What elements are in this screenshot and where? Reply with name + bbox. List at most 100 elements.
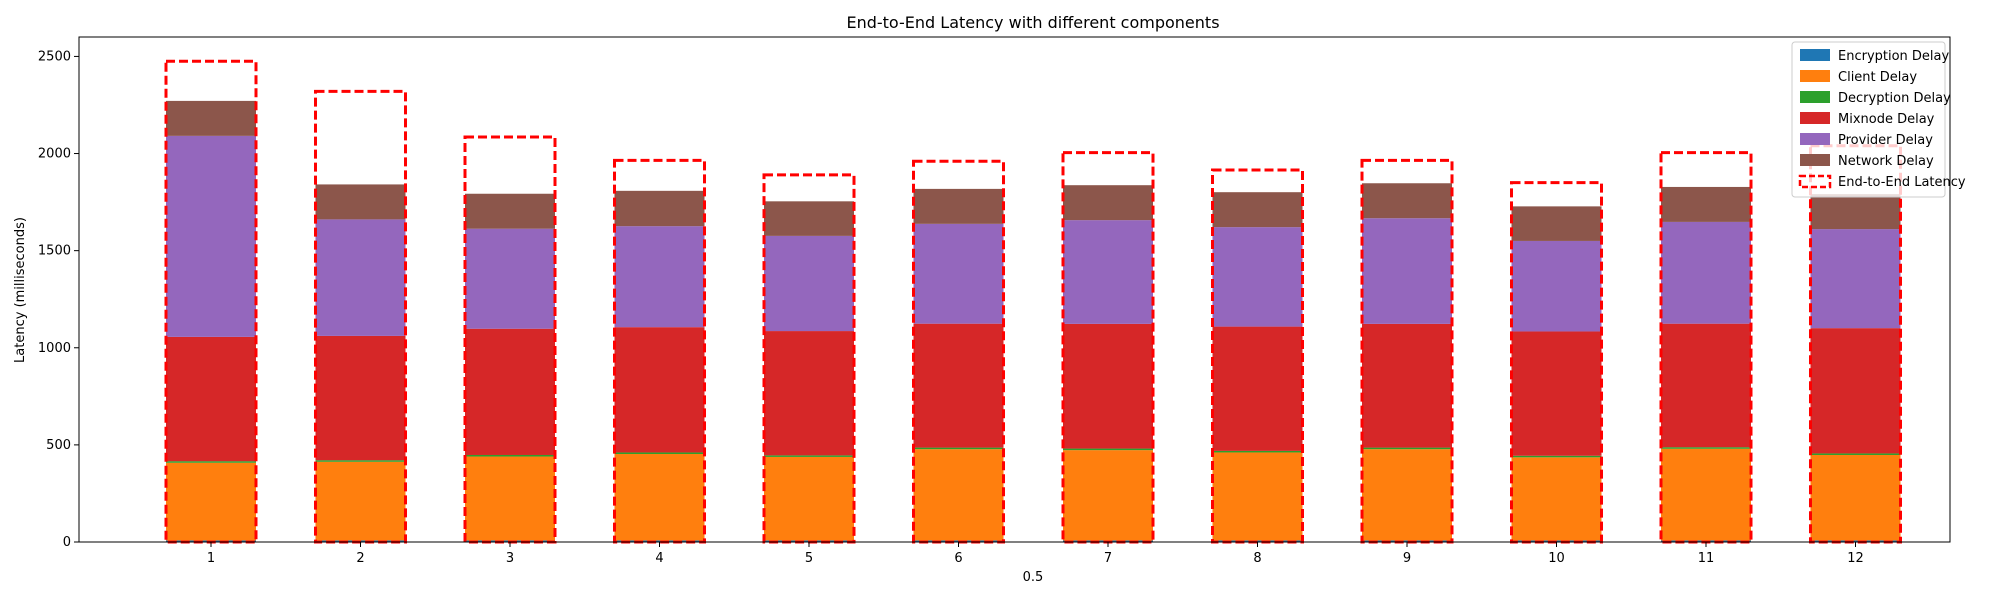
bar-segment-5-cat-4 [614, 226, 705, 328]
bar-segment-6-cat-6 [913, 188, 1004, 224]
bar-segment-4-cat-8 [1212, 326, 1303, 451]
bar-segment-5-cat-12 [1810, 229, 1901, 329]
x-tick-label: 8 [1253, 551, 1261, 566]
bar-segment-5-cat-11 [1661, 221, 1751, 324]
bar-segment-5-cat-3 [465, 228, 555, 329]
x-tick-label: 3 [506, 551, 514, 566]
bar-segment-3-cat-12 [1810, 453, 1901, 455]
bar-segment-4-cat-9 [1362, 323, 1452, 448]
x-tick-label: 12 [1847, 551, 1864, 566]
legend-swatch [1800, 154, 1830, 166]
legend-label: Client Delay [1838, 70, 1917, 85]
legend-label: Decryption Delay [1838, 91, 1951, 106]
bar-segment-3-cat-7 [1063, 448, 1153, 451]
bar-segment-6-cat-10 [1511, 206, 1602, 241]
bar-segment-4-cat-7 [1063, 323, 1153, 449]
bar-segment-1-cat-4 [614, 540, 705, 542]
bar-segment-5-cat-10 [1511, 240, 1602, 332]
bar-segment-1-cat-8 [1212, 540, 1303, 542]
bar-segment-6-cat-12 [1810, 194, 1901, 230]
legend-label: End-to-End Latency [1838, 175, 1966, 190]
bar-segment-2-cat-10 [1511, 457, 1602, 541]
bar-segment-3-cat-4 [614, 452, 705, 455]
bar-segment-5-cat-8 [1212, 227, 1303, 327]
legend-label: Provider Delay [1838, 133, 1933, 148]
bar-segment-5-cat-6 [913, 223, 1004, 324]
bar-segment-6-cat-9 [1362, 183, 1452, 219]
bars-layer [166, 100, 1901, 542]
legend-swatch [1800, 49, 1830, 61]
bar-segment-6-cat-11 [1661, 186, 1751, 222]
legend-label: Encryption Delay [1838, 49, 1950, 64]
bar-segment-2-cat-9 [1362, 449, 1452, 541]
bar-segment-2-cat-7 [1063, 450, 1153, 541]
bar-segment-4-cat-5 [764, 331, 854, 456]
bar-segment-4-cat-11 [1661, 323, 1751, 448]
bar-segment-6-cat-1 [166, 100, 256, 136]
bar-segment-3-cat-6 [913, 447, 1004, 450]
x-tick-label: 5 [805, 551, 813, 566]
bar-segment-2-cat-12 [1810, 454, 1901, 541]
bar-segment-5-cat-9 [1362, 218, 1452, 324]
x-tick-label: 1 [207, 551, 215, 566]
x-tick-label: 4 [655, 551, 663, 566]
x-tick-label: 10 [1548, 551, 1565, 566]
x-axis: 1 2 3 4 5 6 7 8 9 10 11 12 [207, 542, 1864, 566]
bar-segment-4-cat-2 [315, 335, 406, 461]
bar-segment-3-cat-3 [465, 454, 555, 457]
legend-swatch [1800, 133, 1830, 145]
legend-swatch [1800, 70, 1830, 82]
bar-segment-5-cat-1 [166, 135, 256, 337]
bar-segment-3-cat-2 [315, 460, 406, 462]
y-tick-label: 1000 [38, 341, 71, 356]
y-tick-label: 1500 [38, 244, 71, 259]
bar-segment-5-cat-2 [315, 219, 406, 336]
bar-segment-5-cat-7 [1063, 220, 1153, 324]
bar-segment-1-cat-9 [1362, 540, 1452, 542]
end-to-end-layer [164, 59, 1902, 544]
bar-segment-4-cat-6 [913, 323, 1004, 448]
legend-box [1791, 41, 1946, 198]
x-tick-label: 11 [1698, 551, 1715, 566]
bar-segment-2-cat-6 [913, 449, 1004, 541]
bar-segment-6-cat-7 [1063, 185, 1153, 221]
legend-label: Network Delay [1838, 154, 1934, 169]
bar-segment-3-cat-9 [1362, 447, 1452, 450]
y-tick-label: 0 [63, 535, 71, 550]
bar-segment-4-cat-3 [465, 328, 555, 455]
bar-segment-4-cat-10 [1511, 331, 1602, 456]
bar-segment-1-cat-12 [1810, 540, 1901, 542]
y-tick-label: 500 [46, 438, 71, 453]
bar-segment-2-cat-3 [465, 456, 555, 541]
y-axis: 0 500 1000 1500 2000 2500 [38, 49, 79, 550]
x-tick-label: 7 [1104, 551, 1112, 566]
y-tick-label: 2500 [38, 49, 71, 64]
x-axis-label: 0.5 [1023, 570, 1044, 585]
bar-segment-6-cat-3 [465, 193, 555, 229]
bar-segment-4-cat-12 [1810, 328, 1901, 454]
bar-segment-2-cat-4 [614, 454, 705, 541]
bar-segment-2-cat-11 [1661, 448, 1751, 541]
bar-segment-2-cat-1 [166, 462, 256, 541]
bar-segment-3-cat-5 [764, 455, 854, 457]
bar-segment-3-cat-10 [1511, 455, 1602, 458]
plot-frame [78, 36, 1951, 543]
end-to-end-outline-cat-8 [1211, 168, 1304, 544]
bar-segment-2-cat-5 [764, 456, 854, 541]
legend-label: Mixnode Delay [1838, 112, 1935, 127]
bar-segment-3-cat-8 [1212, 450, 1303, 453]
legend-swatch [1798, 174, 1832, 189]
bar-segment-3-cat-11 [1661, 447, 1751, 449]
bar-segment-6-cat-8 [1212, 192, 1303, 228]
bar-segment-4-cat-4 [614, 327, 705, 453]
bar-segment-6-cat-4 [614, 190, 705, 227]
bar-segment-4-cat-1 [166, 336, 256, 462]
legend-swatch [1800, 91, 1830, 103]
x-tick-label: 9 [1403, 551, 1411, 566]
bar-segment-2-cat-8 [1212, 452, 1303, 541]
bar-segment-6-cat-5 [764, 201, 854, 236]
bar-segment-3-cat-1 [166, 461, 256, 463]
bar-segment-5-cat-5 [764, 235, 854, 332]
x-tick-label: 6 [954, 551, 962, 566]
x-tick-label: 2 [356, 551, 364, 566]
